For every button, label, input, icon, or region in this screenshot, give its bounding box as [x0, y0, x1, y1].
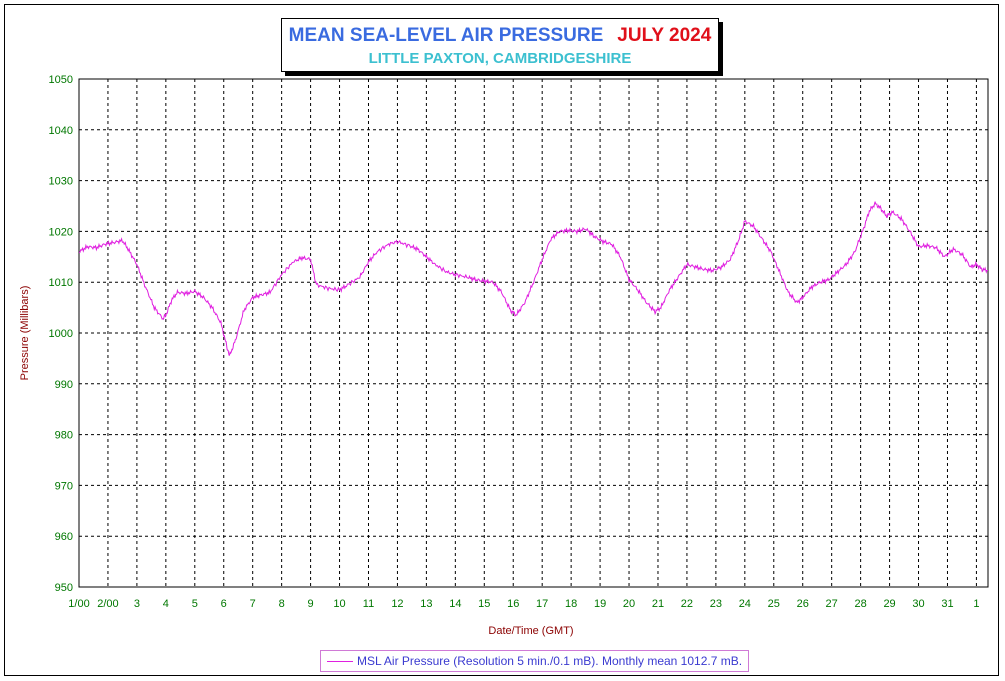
- plot-area: [78, 78, 989, 588]
- x-tick-label: 8: [279, 598, 285, 610]
- legend-swatch: [327, 661, 353, 662]
- y-tick-label: 1010: [49, 277, 73, 289]
- x-tick-label: 18: [565, 598, 577, 610]
- y-tick-label: 1020: [49, 226, 73, 238]
- y-tick-label: 1000: [49, 328, 73, 340]
- legend-label: MSL Air Pressure (Resolution 5 min./0.1 …: [357, 654, 743, 668]
- chart-month: JULY 2024: [617, 25, 712, 46]
- x-tick-label: 7: [250, 598, 256, 610]
- x-tick-label: 15: [478, 598, 490, 610]
- title-line: MEAN SEA-LEVEL AIR PRESSURE JULY 2024: [282, 25, 718, 47]
- x-tick-label: 17: [536, 598, 548, 610]
- series-layer: [78, 201, 988, 357]
- x-tick-label: 27: [826, 598, 838, 610]
- x-tick-label: 21: [652, 598, 664, 610]
- title-box: MEAN SEA-LEVEL AIR PRESSURE JULY 2024 LIT…: [281, 18, 719, 72]
- y-axis-ticks: 950 960 970 980 990 1000 1010 1020 1030 1040 1050: [49, 74, 73, 594]
- x-tick-label: 29: [883, 598, 895, 610]
- x-tick-label: 9: [308, 598, 314, 610]
- x-tick-label: 20: [623, 598, 635, 610]
- y-tick-label: 970: [55, 480, 73, 492]
- x-tick-label: 6: [221, 598, 227, 610]
- y-tick-label: 1030: [49, 176, 73, 188]
- x-tick-label: 5: [192, 598, 198, 610]
- x-axis-ticks: 1/00 2/00 3 4 5 6 7 8 9 10 11 12 13 14 15 16 17 18 19 20 21 2…: [68, 598, 979, 610]
- x-tick-label: 24: [739, 598, 751, 610]
- series-line: [78, 201, 988, 357]
- chart-subtitle: LITTLE PAXTON, CAMBRIDGESHIRE: [368, 50, 632, 67]
- y-axis-label: Pressure (Millibars): [19, 286, 31, 381]
- y-tick-label: 960: [55, 531, 73, 543]
- x-axis-label: Date/Time (GMT): [488, 625, 573, 637]
- x-tick-label: 2/00: [97, 598, 118, 610]
- x-tick-label: 14: [449, 598, 461, 610]
- chart-title: MEAN SEA-LEVEL AIR PRESSURE: [288, 25, 604, 46]
- y-tick-label: 1040: [49, 125, 73, 137]
- x-tick-label: 1/00: [68, 598, 89, 610]
- y-tick-label: 990: [55, 379, 73, 391]
- x-tick-label: 22: [681, 598, 693, 610]
- y-tick-label: 950: [55, 582, 73, 594]
- x-tick-label: 3: [134, 598, 140, 610]
- x-tick-label: 30: [912, 598, 924, 610]
- y-tick-label: 1050: [49, 74, 73, 86]
- x-tick-label: 26: [797, 598, 809, 610]
- x-tick-label: 25: [768, 598, 780, 610]
- x-tick-label: 23: [710, 598, 722, 610]
- x-tick-label: 4: [163, 598, 169, 610]
- x-tick-label: 12: [391, 598, 403, 610]
- legend: MSL Air Pressure (Resolution 5 min./0.1 …: [320, 650, 749, 672]
- x-tick-label: 19: [594, 598, 606, 610]
- x-tick-label: 16: [507, 598, 519, 610]
- grid-lines: [79, 79, 988, 587]
- x-tick-label: 10: [333, 598, 345, 610]
- y-tick-label: 980: [55, 430, 73, 442]
- x-tick-label: 13: [420, 598, 432, 610]
- x-tick-label: 11: [363, 598, 374, 610]
- x-tick-label: 1: [973, 598, 979, 610]
- x-tick-label: 31: [941, 598, 953, 610]
- x-tick-label: 28: [854, 598, 866, 610]
- chart-frame: [4, 4, 999, 676]
